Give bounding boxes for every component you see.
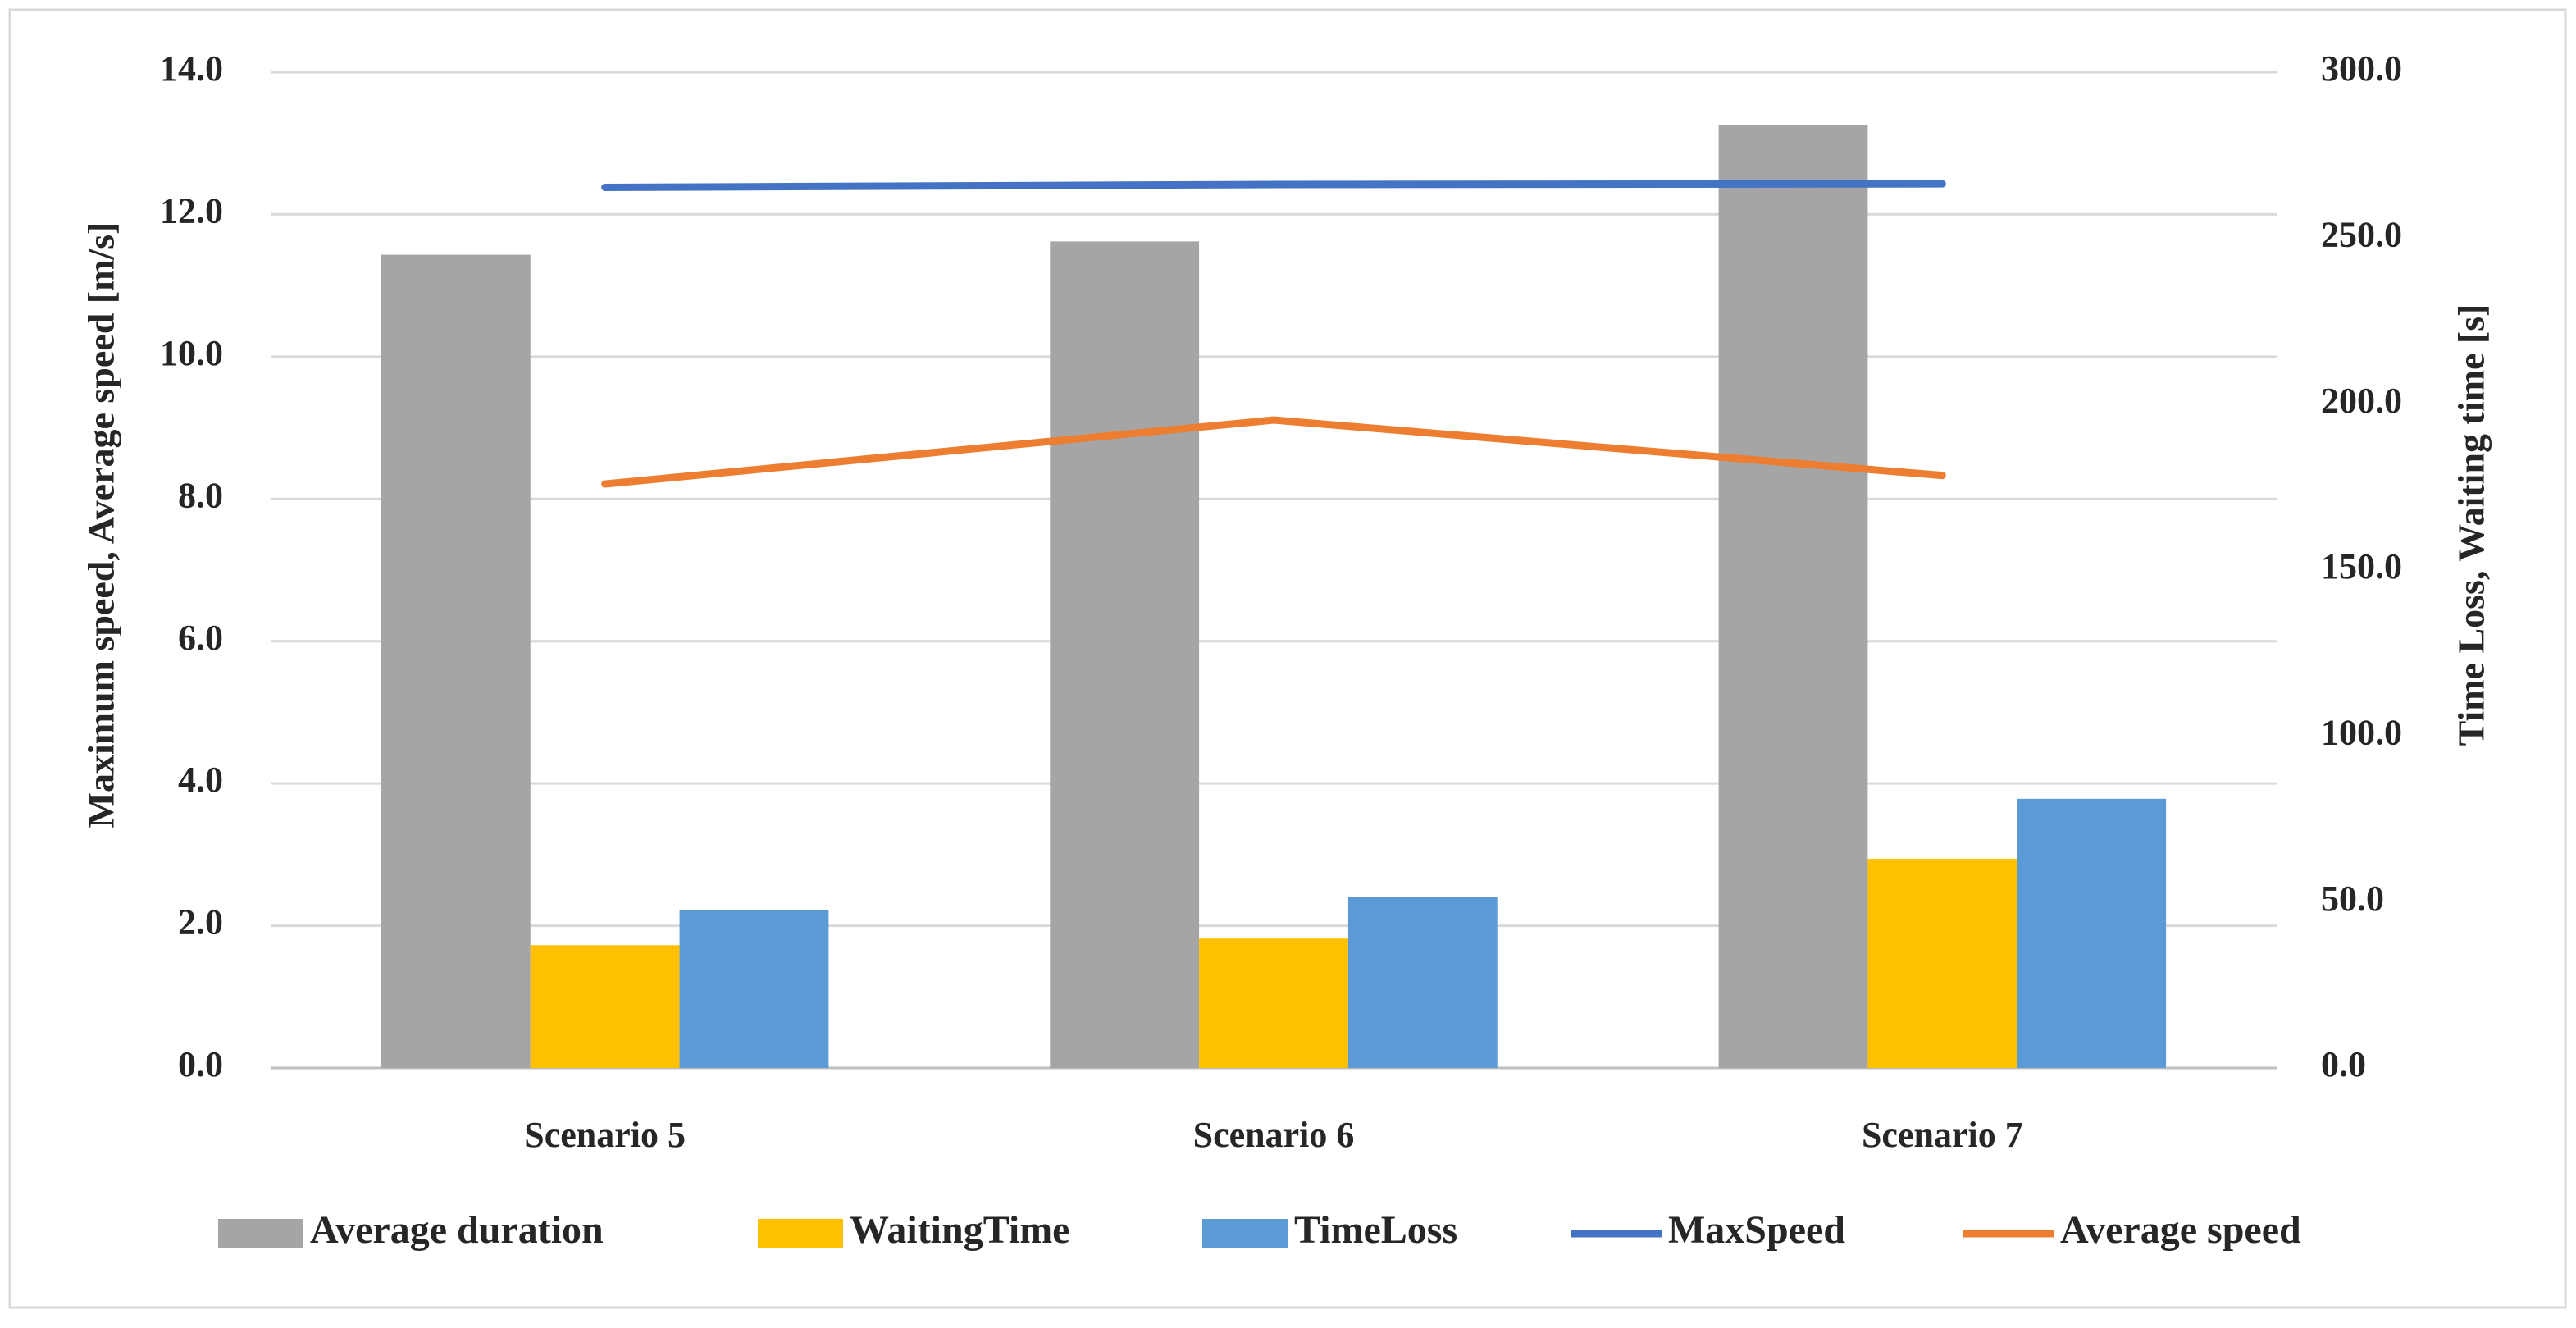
legend-label: MaxSpeed xyxy=(1668,1208,1845,1252)
x-tick-label: Scenario 7 xyxy=(1862,1115,2023,1155)
bar xyxy=(1199,938,1348,1068)
y-tick-label: 6.0 xyxy=(178,618,223,658)
x-tick-label: Scenario 6 xyxy=(1193,1115,1355,1155)
y-tick-label: 8.0 xyxy=(178,475,223,515)
y2-tick-label: 200.0 xyxy=(2321,381,2402,421)
y2-tick-label: 150.0 xyxy=(2321,546,2402,586)
y2-tick-label: 50.0 xyxy=(2321,878,2384,919)
y-tick-label: 14.0 xyxy=(160,48,223,89)
y-tick-label: 10.0 xyxy=(160,333,223,373)
line xyxy=(601,416,1946,488)
y-tick-label: 4.0 xyxy=(178,760,223,800)
bar xyxy=(2017,798,2167,1068)
y2-axis-title: Time Loss, Waiting time [s] xyxy=(2451,304,2492,746)
bar xyxy=(1867,859,2017,1068)
bar xyxy=(679,910,829,1068)
legend-swatch xyxy=(218,1219,303,1248)
y2-tick-label: 250.0 xyxy=(2321,214,2402,254)
legend-label: WaitingTime xyxy=(850,1208,1069,1252)
x-tick-label: Scenario 5 xyxy=(524,1115,686,1155)
legend-swatch xyxy=(758,1219,843,1248)
y-tick-label: 0.0 xyxy=(178,1044,223,1084)
y2-tick-label: 0.0 xyxy=(2321,1044,2366,1084)
y2-tick-label: 300.0 xyxy=(2321,48,2402,89)
y-axis-title: Maximum speed, Average speed [m/s] xyxy=(80,222,122,828)
y2-tick-label: 100.0 xyxy=(2321,712,2402,752)
line xyxy=(601,180,1946,191)
legend-label: Average speed xyxy=(2060,1208,2301,1252)
bar xyxy=(1718,125,1868,1068)
bar xyxy=(381,254,531,1069)
bar xyxy=(530,945,680,1068)
legend-swatch xyxy=(1202,1219,1288,1248)
y-tick-label: 12.0 xyxy=(160,191,223,231)
y-tick-label: 2.0 xyxy=(178,902,223,942)
legend-label: Average duration xyxy=(310,1208,604,1252)
legend-label: TimeLoss xyxy=(1294,1208,1457,1252)
bar xyxy=(1347,897,1498,1068)
bar xyxy=(1050,241,1200,1068)
